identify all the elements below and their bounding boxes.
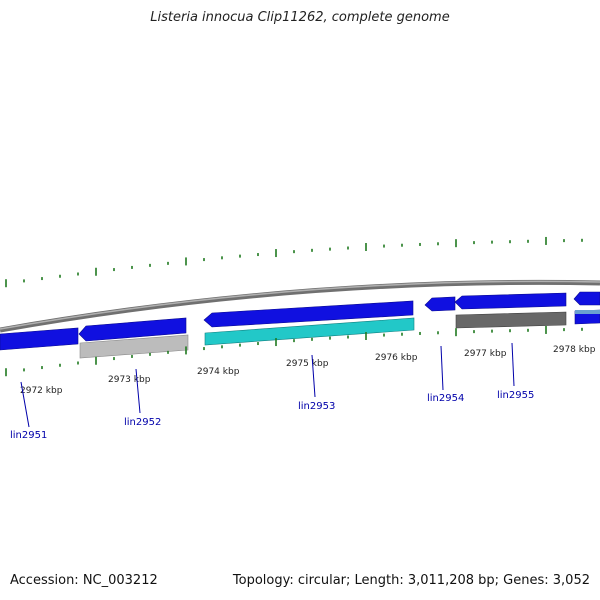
kbp-label: 2976 kbp — [375, 353, 418, 363]
inner-tick-track — [5, 325, 583, 377]
locus-label-lin2952[interactable]: lin2952 — [124, 417, 161, 428]
outer-tick-track — [5, 236, 583, 288]
gene-blue-5[interactable] — [454, 292, 567, 310]
kbp-label: 2975 kbp — [286, 359, 329, 369]
gene-darkgray[interactable] — [455, 311, 567, 329]
kbp-label: 2977 kbp — [464, 349, 507, 359]
genome-backbone — [0, 279, 600, 333]
locus-label-lin2953[interactable]: lin2953 — [298, 401, 335, 412]
kbp-label: 2978 kbp — [553, 345, 596, 355]
gene-small-right-top — [575, 310, 600, 314]
genome-backbone-highlight — [0, 280, 600, 330]
kbp-label: 2972 kbp — [20, 386, 63, 396]
genome-summary-text: Topology: circular; Length: 3,011,208 bp… — [232, 573, 590, 588]
locus-label-lin2955[interactable]: lin2955 — [497, 390, 534, 401]
locus-label-lin2951[interactable]: lin2951 — [10, 430, 47, 441]
locus-leader-lin2954 — [440, 345, 444, 391]
gene-blue-6[interactable] — [573, 291, 600, 306]
gene-blue-4[interactable] — [424, 296, 456, 312]
gene-blue-1[interactable] — [0, 327, 79, 351]
locus-leader-lin2951 — [20, 381, 30, 428]
gene-cyan[interactable] — [204, 317, 415, 346]
locus-leader-lin2955 — [511, 342, 515, 387]
accession-text: Accession: NC_003212 — [10, 573, 158, 588]
gene-blue-3[interactable] — [203, 300, 414, 328]
map-title: Listeria innocua Clip11262, complete gen… — [150, 10, 450, 25]
locus-leader-lin2952 — [135, 368, 141, 414]
gene-blue-2[interactable] — [78, 317, 187, 342]
kbp-label: 2974 kbp — [197, 367, 240, 377]
locus-leader-lin2953 — [311, 354, 316, 398]
gene-lightgray[interactable] — [79, 334, 189, 359]
locus-label-lin2954[interactable]: lin2954 — [427, 393, 464, 404]
kbp-label: 2973 kbp — [108, 375, 151, 385]
